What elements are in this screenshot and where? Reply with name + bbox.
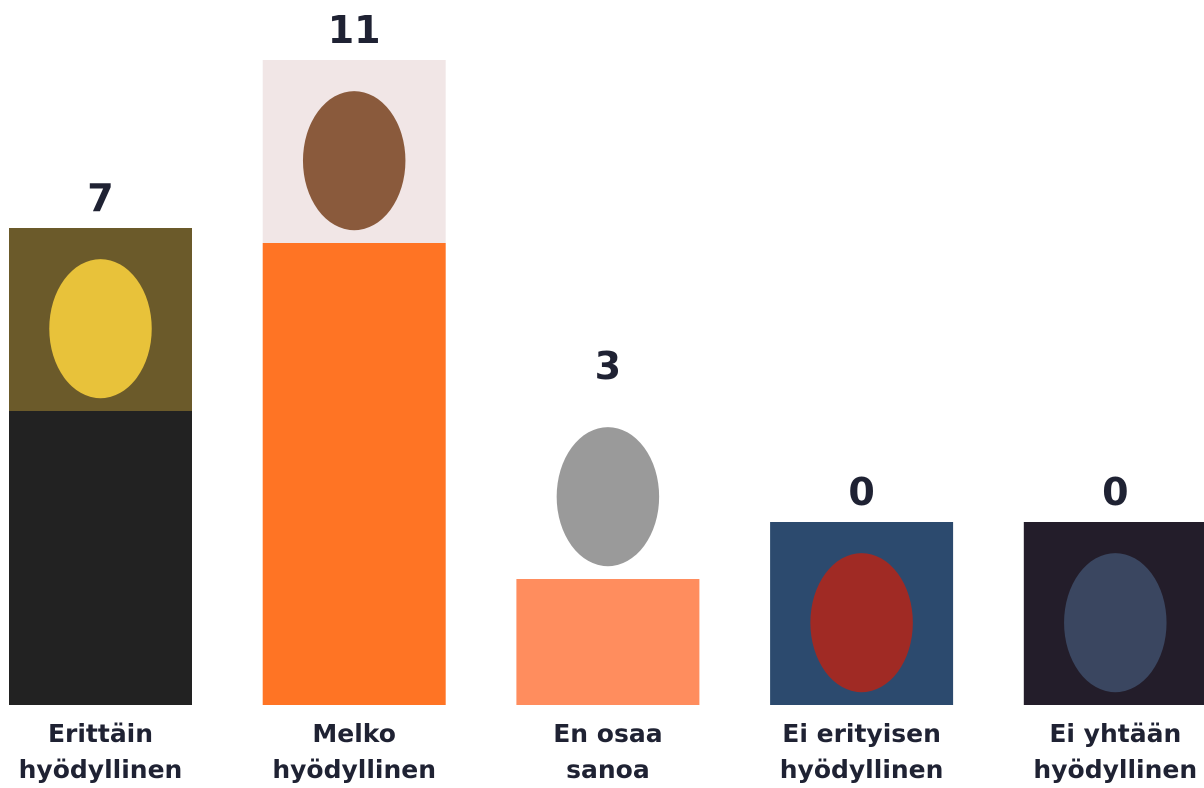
chart — [0, 0, 1204, 786]
value-label: 11 — [263, 8, 446, 52]
value-label: 0 — [1024, 470, 1204, 514]
gif-figure — [49, 259, 151, 398]
category-label: Melko hyödyllinen — [234, 716, 474, 788]
gif-figure — [557, 427, 659, 566]
value-label: 3 — [516, 344, 699, 388]
category-label: Ei yhtään hyödyllinen — [995, 716, 1204, 788]
gif-figure — [1064, 553, 1166, 692]
gif-figure — [810, 553, 912, 692]
page: (() => { const data = JSON.parse(documen… — [0, 0, 1204, 786]
category-label: En osaa sanoa — [488, 716, 728, 788]
value-label: 0 — [770, 470, 953, 514]
bar — [263, 243, 446, 705]
value-label: 7 — [9, 176, 192, 220]
gif-figure — [303, 91, 405, 230]
bar — [516, 579, 699, 705]
category-label: Ei erityisen hyödyllinen — [742, 716, 982, 788]
category-label: Erittäin hyödyllinen — [0, 716, 221, 788]
bar — [9, 411, 192, 705]
